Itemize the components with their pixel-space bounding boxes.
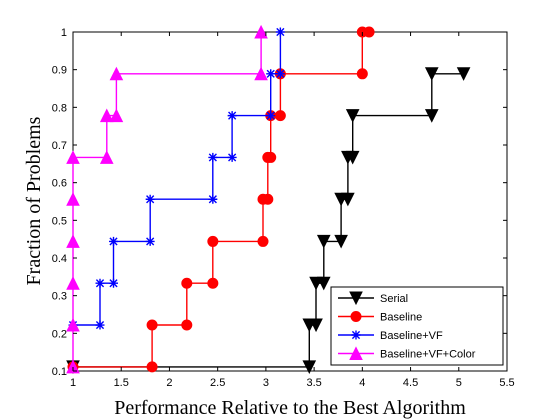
x-tick-label: 3.5 (306, 377, 321, 389)
data-point (95, 320, 105, 330)
data-point (257, 235, 269, 247)
y-tick-label: 0.9 (52, 65, 67, 77)
x-tick-label: 4 (359, 377, 365, 389)
y-tick-label: 0.7 (52, 140, 67, 152)
data-point (456, 67, 471, 81)
x-tick-label: 4.5 (403, 377, 418, 389)
data-point (146, 361, 158, 373)
legend: Serial Baseline Baseline+VF Baseline+VF+Col… (330, 286, 504, 366)
data-point (109, 108, 124, 123)
legend-entry: Baseline+VF (338, 330, 443, 342)
x-tick-label: 2.5 (210, 377, 225, 389)
data-point (265, 151, 277, 163)
y-axis-title: Fraction of Problems (23, 116, 45, 285)
data-point (66, 192, 80, 206)
x-axis-title: Performance Relative to the Best Algorit… (114, 397, 466, 419)
legend-swatch-marker (349, 291, 363, 306)
y-tick-label: 0.4 (52, 253, 67, 265)
data-point (275, 27, 285, 37)
data-point (109, 278, 119, 288)
data-point (227, 152, 237, 162)
x-tick-label: 1.5 (114, 377, 129, 389)
data-point (145, 236, 155, 246)
data-point (99, 108, 114, 123)
data-point (316, 234, 331, 249)
data-point (146, 319, 158, 331)
data-point (345, 150, 360, 165)
data-point (262, 193, 274, 205)
legend-label: Baseline+VF (380, 330, 443, 342)
legend-entry: Baseline+VF+Color (338, 346, 476, 361)
series-layer (66, 24, 471, 374)
legend-entry: Baseline (338, 311, 422, 324)
legend-label: Baseline (380, 312, 422, 324)
series-baseline-vf (68, 27, 285, 330)
data-point (316, 276, 331, 291)
x-tick-label: 3 (263, 377, 269, 389)
data-point (207, 235, 219, 247)
data-point (356, 68, 368, 80)
data-point (208, 152, 218, 162)
data-point (309, 318, 323, 333)
data-point (181, 277, 193, 289)
legend-label: Serial (380, 293, 408, 305)
data-point (341, 192, 355, 207)
y-tick-label: 0.6 (52, 178, 67, 190)
data-point (254, 24, 268, 39)
data-point (208, 194, 218, 204)
y-tick-label: 0.1 (52, 366, 67, 378)
data-point (275, 69, 285, 79)
data-point (345, 109, 360, 123)
y-tick-label: 0.5 (52, 215, 67, 227)
x-tick-label: 5.5 (499, 377, 514, 389)
data-point (99, 150, 114, 164)
data-point (145, 194, 155, 204)
data-point (424, 109, 439, 123)
series-line (72, 32, 262, 367)
series-baseline-vf-color (66, 24, 268, 374)
data-point (227, 111, 237, 121)
data-point (66, 317, 80, 332)
y-tick-label: 0.3 (52, 291, 67, 303)
y-tick-label: 1 (61, 27, 67, 39)
x-tick-label: 1 (70, 377, 76, 389)
legend-swatch-marker (350, 311, 362, 322)
data-point (109, 236, 119, 246)
data-point (207, 277, 219, 289)
series-serial (66, 67, 471, 374)
data-point (66, 359, 80, 374)
data-point (66, 234, 80, 248)
data-point (181, 319, 193, 331)
legend-swatch-marker (351, 330, 361, 340)
data-point (266, 69, 276, 79)
data-point (109, 66, 124, 81)
legend-swatch-marker (349, 346, 363, 360)
y-tick-label: 0.8 (52, 102, 67, 114)
legend-label: Baseline+VF+Color (380, 349, 476, 361)
data-point (424, 67, 439, 81)
data-point (95, 278, 105, 288)
data-point (66, 276, 80, 290)
data-point (334, 234, 348, 249)
data-point (254, 66, 268, 81)
data-point (66, 150, 80, 164)
data-point (274, 110, 286, 122)
legend-entry: Serial (338, 291, 408, 306)
ticks-layer: 1 1.5 2 2.5 3 3.5 4 4.5 5 5.5 0.1 0.2 0.3 0.4 0.5 0.6 0.… (52, 27, 515, 389)
data-point (266, 111, 276, 121)
x-tick-label: 5 (456, 377, 462, 389)
data-point (363, 26, 375, 38)
x-tick-label: 2 (166, 377, 172, 389)
y-tick-label: 0.2 (52, 328, 67, 340)
data-point (302, 360, 317, 374)
legend-box (330, 286, 504, 366)
